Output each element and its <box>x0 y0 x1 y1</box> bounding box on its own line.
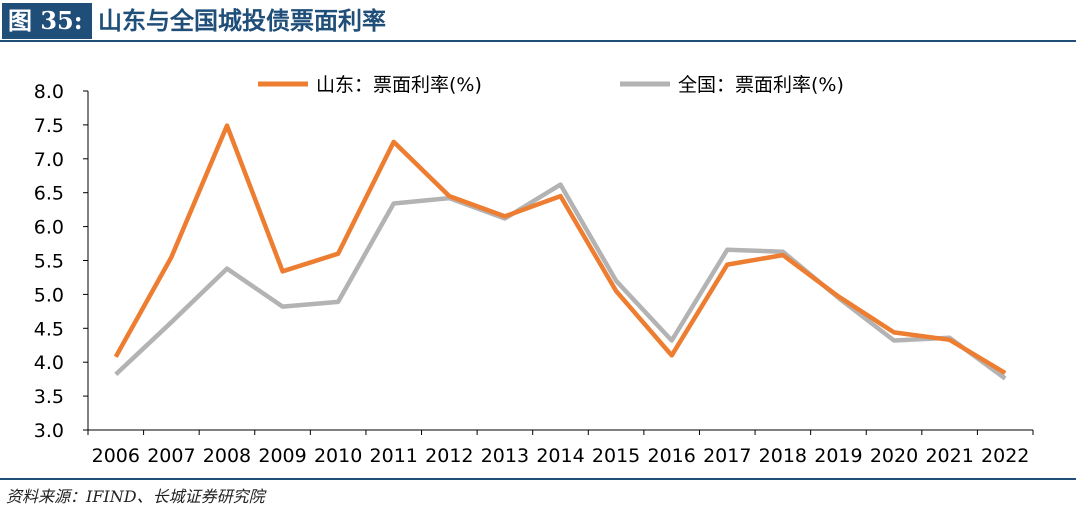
x-tick-label: 2010 <box>314 445 362 467</box>
y-tick-label: 4.5 <box>34 318 64 340</box>
legend-item-national-label: 全国：票面利率(%) <box>678 74 844 96</box>
y-tick-label: 7.0 <box>34 149 64 171</box>
x-tick-label: 2020 <box>870 445 918 467</box>
x-tick-label: 2019 <box>814 445 862 467</box>
y-tick-label: 3.5 <box>34 386 64 408</box>
chart-area: 3.0 3.5 4.0 4.5 5.0 5.5 6.0 6.5 7.0 7.5 8.0 2006 200… <box>0 44 1080 476</box>
y-tick-label: 7.5 <box>34 115 64 137</box>
footer-divider <box>0 478 1076 480</box>
y-tick-label: 8.0 <box>34 81 64 103</box>
x-tick-label: 2012 <box>425 445 473 467</box>
x-tick-label: 2013 <box>481 445 529 467</box>
y-tick-label: 4.0 <box>34 352 64 374</box>
x-tick-label: 2009 <box>258 445 306 467</box>
x-tick-label: 2006 <box>92 445 140 467</box>
x-tick-label: 2015 <box>592 445 640 467</box>
x-tick-label: 2007 <box>147 445 195 467</box>
x-tick-label: 2011 <box>370 445 418 467</box>
y-tick-label: 3.0 <box>34 420 64 442</box>
x-tick-label: 2018 <box>759 445 807 467</box>
y-tick-label: 6.0 <box>34 217 64 239</box>
x-tick-label: 2014 <box>536 445 584 467</box>
line-chart: 3.0 3.5 4.0 4.5 5.0 5.5 6.0 6.5 7.0 7.5 8.0 2006 200… <box>34 74 1034 467</box>
x-tick-label: 2021 <box>925 445 973 467</box>
figure-title: 山东与全国城投债票面利率 <box>98 6 386 35</box>
y-tick-label: 6.5 <box>34 183 64 205</box>
series-line-shandong <box>113 123 1007 375</box>
x-tick-label: 2017 <box>703 445 751 467</box>
x-tick-label: 2022 <box>981 445 1029 467</box>
x-tick-label: 2016 <box>647 445 695 467</box>
x-tick-label: 2008 <box>203 445 251 467</box>
y-tick-label: 5.5 <box>34 251 64 273</box>
figure-label: 图 35: <box>2 3 92 39</box>
source-note: 资料来源：IFIND、长城证券研究院 <box>6 487 265 506</box>
series-line-national <box>114 182 1007 381</box>
header-divider <box>0 40 1076 42</box>
figure-header: 图 35: 山东与全国城投债票面利率 <box>0 0 1080 44</box>
legend-item-shandong-label: 山东：票面利率(%) <box>316 74 482 96</box>
y-tick-label: 5.0 <box>34 284 64 306</box>
